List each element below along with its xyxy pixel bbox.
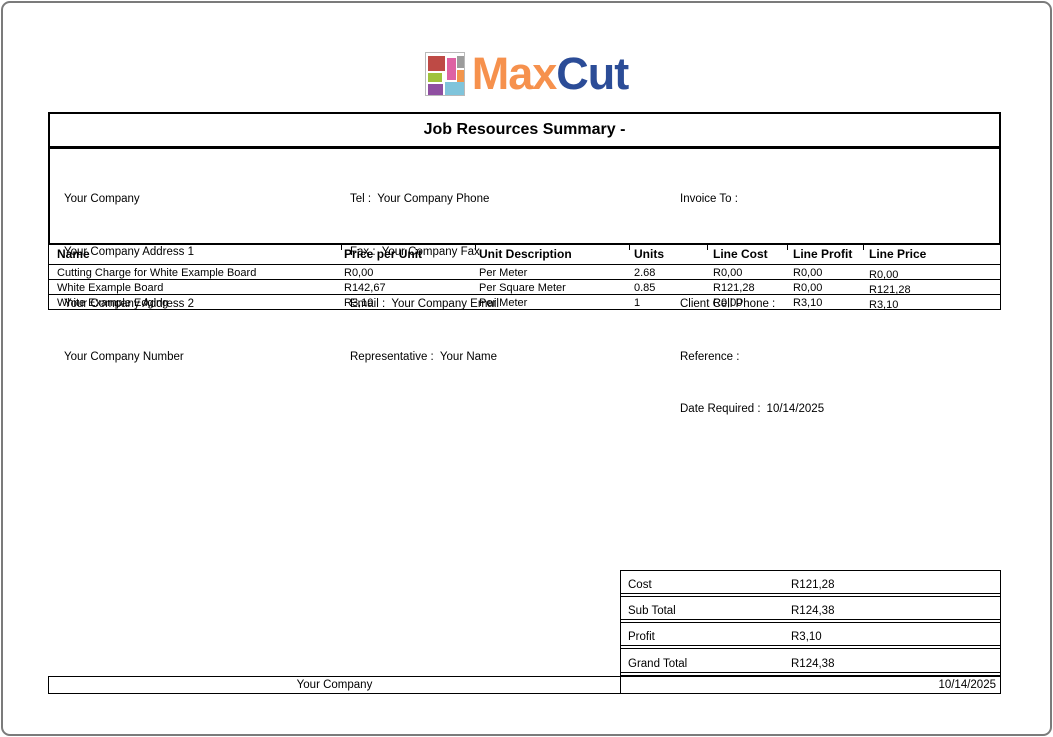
cell-price-per-unit: R0,00 [344,267,374,279]
date-required-line: Date Required : 10/14/2025 [680,401,824,419]
totals-row-subtotal: Sub Total R124,38 [621,597,1000,623]
logo-block-green [427,73,442,82]
page-footer: Your Company 10/14/2025 [48,676,1001,694]
cell-units: 0.85 [634,282,656,294]
table-row: Cutting Charge for White Example Board R… [49,265,1000,281]
cell-line-cost: R0,00 [713,297,743,309]
cell-name: White Example Edging [57,297,169,309]
profit-label: Profit [628,631,655,643]
table-row: White Example Board R142,67 Per Square M… [49,280,1000,296]
grand-total-label: Grand Total [628,658,688,670]
maxcut-wordmark: MaxCut [472,51,630,96]
column-header-units: Units [629,245,707,264]
company-info-column: Your Company Your Company Address 1 Your… [64,156,194,401]
subtotal-value: R124,38 [791,605,835,617]
logo-block-pink [446,58,456,80]
cell-line-price: R0,00 [869,269,899,281]
logo-text-max: Max [471,48,558,99]
profit-value: R3,10 [791,631,822,643]
cell-name: White Example Board [57,282,164,294]
resources-table-header: Name Price per Unit Unit Description Uni… [48,243,1001,265]
cell-price-per-unit: R142,67 [344,282,386,294]
column-header-price-per-unit: Price per Unit [341,245,475,264]
cell-line-cost: R121,28 [713,282,755,294]
logo-block-blue [444,82,464,95]
cell-units: 1 [634,297,641,309]
footer-date: 10/14/2025 [938,679,996,691]
reference-label: Reference : [680,350,740,363]
cell-line-profit: R0,00 [793,267,823,279]
logo-block-red [427,56,445,71]
invoice-to-label: Invoice To : [680,193,738,205]
logo-block-purple [427,84,443,95]
maxcut-logo: MaxCut [0,51,1053,96]
resources-table-body: Cutting Charge for White Example Board R… [48,265,1001,311]
report-title-box: Job Resources Summary - [48,112,1001,148]
report-title: Job Resources Summary - [423,121,626,138]
company-address-1: Your Company Address 1 [64,245,194,258]
logo-text-cut: Cut [556,48,629,99]
subtotal-label: Sub Total [628,605,676,617]
cost-label: Cost [628,579,652,591]
client-cell-phone-label: Client Cell Phone : [680,298,776,310]
cell-units: 2.68 [634,267,656,279]
company-email: Email : Your Company Email [350,298,499,310]
cell-line-profit: R0,00 [793,282,823,294]
company-number: Your Company Number [64,350,184,363]
totals-row-grand-total: Grand Total R124,38 [621,649,1000,675]
invoice-info-column: Invoice To : Client Cell Phone : Referen… [680,156,824,454]
company-fax: Fax : Your Company Fax [350,245,480,258]
maxcut-cutting-plan-icon [424,52,465,96]
footer-company: Your Company [49,677,621,693]
totals-summary-box: Cost R121,28 Sub Total R124,38 Profit R3… [620,570,1001,676]
company-address-2: Your Company Address 2 [64,298,194,310]
column-header-name: Name [57,247,90,261]
cell-unit-description: Per Meter [479,297,528,309]
cell-name: Cutting Charge for White Example Board [57,267,257,279]
column-header-line-price: Line Price [863,245,1000,264]
cell-unit-description: Per Square Meter [479,282,566,294]
column-header-line-cost: Line Cost [707,245,787,264]
cell-line-cost: R0,00 [713,267,743,279]
totals-row-profit: Profit R3,10 [621,623,1000,649]
date-required-value: 10/14/2025 [766,403,825,415]
company-representative: Representative : Your Name [350,350,498,363]
cost-value: R121,28 [791,579,835,591]
logo-block-gray [456,56,464,68]
column-header-unit-description: Unit Description [475,245,629,264]
table-row: White Example Edging R3,10 Per Meter 1 R… [49,295,1000,311]
grand-total-value: R124,38 [791,658,835,670]
header-info-section: Your Company Your Company Address 1 Your… [48,148,1001,415]
cell-price-per-unit: R3,10 [344,297,374,309]
cell-line-price: R121,28 [869,284,911,296]
cell-line-price: R3,10 [869,299,899,311]
cell-line-profit: R3,10 [793,297,823,309]
logo-block-orange [456,70,464,82]
column-header-line-profit: Line Profit [787,245,863,264]
company-tel: Tel : Your Company Phone [350,193,490,205]
totals-row-cost: Cost R121,28 [621,571,1000,597]
cell-unit-description: Per Meter [479,267,528,279]
date-required-label: Date Required : [680,403,761,415]
contact-info-column: Tel : Your Company Phone Fax : Your Comp… [350,156,499,401]
company-name: Your Company [64,193,140,205]
